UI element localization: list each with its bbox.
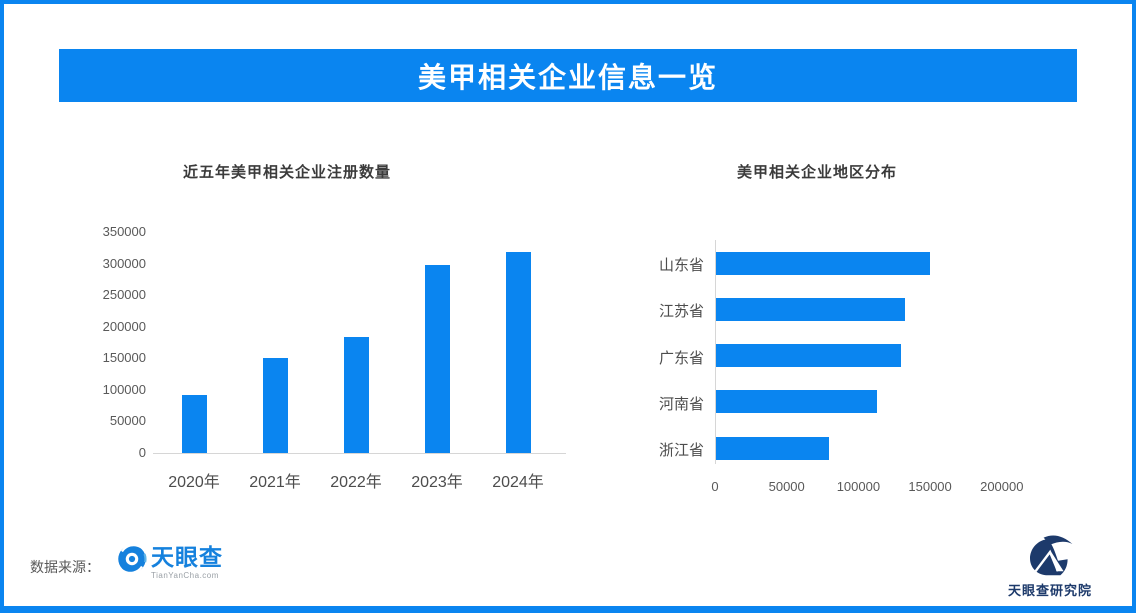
bar (716, 344, 901, 368)
y-axis-category-label: 广东省 (658, 349, 704, 367)
x-axis-tick-label: 0 (711, 479, 719, 494)
y-axis-tick-label: 100000 (102, 381, 146, 397)
bar (716, 297, 906, 321)
y-axis-tick-label: 250000 (102, 287, 146, 303)
data-source-label: 数据来源： (30, 559, 100, 575)
tianyancha-wordmark: 天眼查 TianYanCha.com (151, 544, 223, 580)
brand-domain: TianYanCha.com (151, 571, 219, 580)
x-axis-tick-label: 150000 (908, 479, 952, 494)
institute-name: 天眼查研究院 (1007, 583, 1092, 598)
x-axis-tick-label: 50000 (768, 479, 805, 494)
y-axis-tick-label: 350000 (102, 224, 146, 239)
bar (505, 252, 531, 453)
y-axis-category-label: 河南省 (658, 395, 704, 413)
y-axis-category-label: 山东省 (658, 257, 704, 274)
x-axis-category-label: 2020年 (168, 474, 220, 491)
page-title: 美甲相关企业信息一览 (417, 61, 718, 93)
institute-swoosh-icon (1030, 535, 1073, 576)
bar (343, 336, 369, 453)
tianyancha-logo: 天眼查 TianYanCha.com (117, 544, 223, 580)
y-axis-tick-label: 150000 (102, 350, 146, 366)
y-axis-tick-label: 300000 (102, 255, 146, 271)
x-axis-category-label: 2022年 (330, 474, 382, 491)
bar (716, 390, 877, 414)
brand-name: 天眼查 (151, 544, 223, 570)
institute-logo: 天眼查研究院 (1000, 534, 1100, 599)
y-axis-tick-label: 0 (138, 445, 146, 460)
bar (424, 265, 450, 453)
x-axis-category-label: 2021年 (249, 474, 301, 491)
page-title-banner: 美甲相关企业信息一览 (59, 49, 1077, 102)
bar (716, 436, 830, 460)
y-axis-tick-label: 200000 (102, 318, 146, 334)
bar (262, 358, 288, 453)
y-axis-tick-label: 50000 (109, 413, 146, 429)
x-axis-tick-label: 200000 (980, 479, 1024, 494)
y-axis-category-label: 江苏省 (658, 303, 704, 321)
tianyancha-eye-icon (118, 544, 147, 574)
bar (716, 251, 930, 275)
left-chart-title: 近五年美甲相关企业注册数量 (183, 164, 392, 181)
left-chart-baseline (153, 453, 566, 454)
y-axis-category-label: 浙江省 (658, 442, 704, 460)
right-chart-title: 美甲相关企业地区分布 (737, 164, 898, 181)
x-axis-category-label: 2024年 (492, 474, 544, 491)
x-axis-tick-label: 100000 (836, 479, 881, 494)
right-chart-axis-line (715, 240, 716, 464)
x-axis-category-label: 2023年 (411, 474, 463, 491)
bar (181, 394, 207, 453)
